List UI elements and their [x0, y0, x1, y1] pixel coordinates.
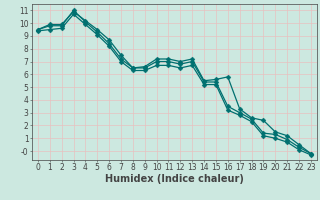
X-axis label: Humidex (Indice chaleur): Humidex (Indice chaleur) [105, 174, 244, 184]
